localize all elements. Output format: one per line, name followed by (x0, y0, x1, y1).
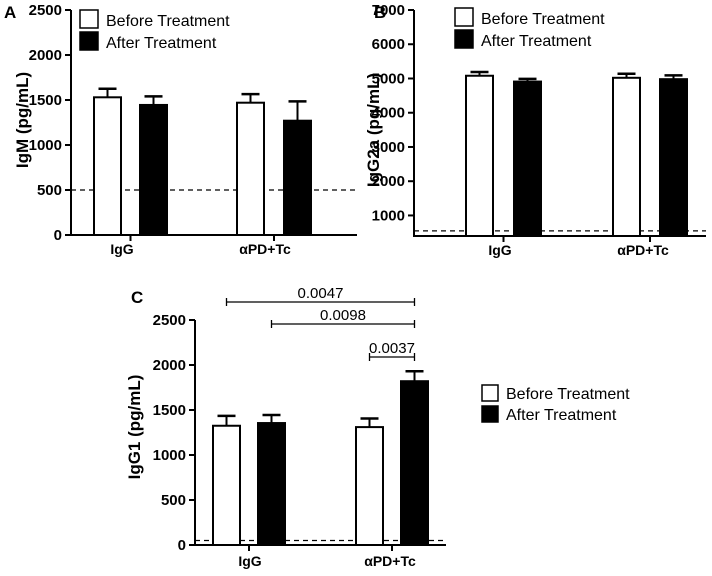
x-tick-label: αPD+Tc (364, 553, 416, 569)
panel-b: B IgG2a (pg/mL) 1000 2000 3000 4000 5000 6000 70… (364, 2, 706, 258)
y-tick-label: 1500 (153, 402, 186, 419)
panel-label: B (374, 3, 386, 22)
y-tick-label: 1000 (153, 447, 186, 464)
y-axis-title: IgM (pg/mL) (13, 72, 32, 168)
y-tick-label: 3000 (372, 139, 405, 156)
bar-before-apd-tc (355, 426, 384, 547)
y-tick-label: 4000 (372, 105, 405, 122)
y-tick-label: 2000 (153, 357, 186, 374)
panel-a: A IgM (pg/mL) 0 500 1000 1500 2000 2500 IgG αPD+T… (4, 2, 357, 257)
x-tick-label: IgG (488, 242, 511, 258)
bar-after-igg (257, 422, 286, 546)
panel-label: C (131, 288, 143, 307)
bar-after-apd-tc (659, 78, 688, 238)
legend-swatch-after (79, 31, 99, 51)
y-tick-label: 1500 (29, 92, 62, 109)
y-tick-label: 2000 (29, 47, 62, 64)
bar-after-igg (139, 103, 168, 236)
bar-after-apd-tc (400, 380, 429, 547)
y-tick-label: 7000 (372, 2, 405, 19)
y-tick-label: 1000 (29, 137, 62, 154)
p-value-label: 0.0047 (298, 285, 344, 302)
legend-swatch-before (79, 9, 99, 29)
y-tick-label: 0 (178, 537, 186, 554)
panel-c: C IgG1 (pg/mL) 0 500 1000 1500 2000 2500 IgG αPD+… (125, 285, 630, 569)
legend-label-before: Before Treatment (481, 11, 605, 28)
bar-before-igg (465, 74, 494, 237)
legend-label-before: Before Treatment (506, 386, 630, 403)
x-tick-label: IgG (238, 553, 261, 569)
legend-label-after: After Treatment (481, 33, 592, 50)
y-tick-label: 500 (161, 492, 186, 509)
p-value-label: 0.0098 (320, 307, 366, 324)
y-tick-label: 2500 (153, 312, 186, 329)
legend-swatch-after (481, 405, 499, 423)
y-tick-label: 500 (37, 182, 62, 199)
legend-swatch-after (454, 29, 474, 49)
legend-label-after: After Treatment (106, 35, 217, 52)
y-tick-label: 1000 (372, 207, 405, 224)
legend-swatch-before (481, 384, 499, 402)
legend-swatch-before (454, 7, 474, 27)
bar-after-igg (513, 80, 542, 237)
legend-label-after: After Treatment (506, 407, 617, 424)
bar-before-apd-tc (236, 101, 265, 236)
x-tick-label: IgG (110, 241, 133, 257)
panel-label: A (4, 3, 16, 22)
x-tick-label: αPD+Tc (239, 241, 291, 257)
bar-before-igg (212, 424, 241, 546)
bar-before-igg (93, 96, 122, 236)
bar-before-apd-tc (612, 76, 641, 237)
legend-label-before: Before Treatment (106, 13, 230, 30)
x-tick-label: αPD+Tc (617, 242, 669, 258)
y-axis-title: IgG2a (pg/mL) (364, 73, 383, 187)
y-axis-title: IgG1 (pg/mL) (125, 375, 144, 480)
p-value-label: 0.0037 (369, 340, 415, 357)
y-tick-label: 2000 (372, 173, 405, 190)
y-tick-label: 5000 (372, 70, 405, 87)
y-tick-label: 6000 (372, 36, 405, 53)
y-tick-label: 2500 (29, 2, 62, 19)
bar-after-apd-tc (283, 119, 312, 236)
y-tick-label: 0 (54, 227, 62, 244)
